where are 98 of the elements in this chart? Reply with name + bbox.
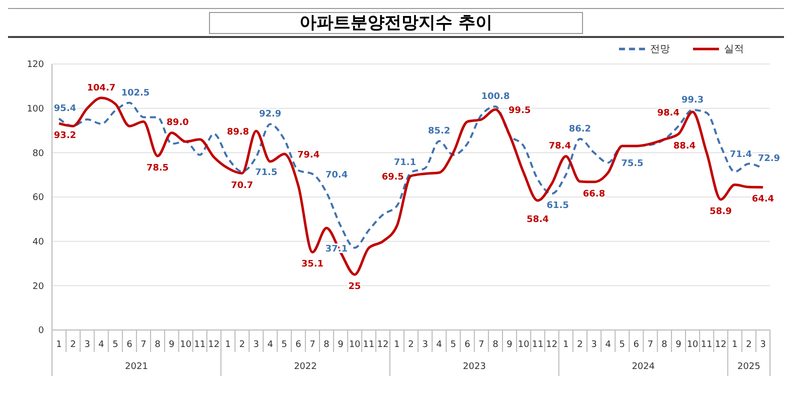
x-tick-label: 6 bbox=[633, 340, 640, 350]
x-tick-label: 4 bbox=[436, 340, 442, 350]
x-tick-label: 8 bbox=[324, 340, 330, 350]
data-label: 95.4 bbox=[54, 104, 76, 114]
x-tick-label: 10 bbox=[686, 340, 699, 350]
data-label: 70.4 bbox=[326, 170, 348, 180]
x-tick-label: 10 bbox=[348, 340, 361, 350]
x-tick-label: 1 bbox=[56, 340, 62, 350]
x-tick-label: 8 bbox=[662, 340, 668, 350]
x-tick-label: 4 bbox=[605, 340, 612, 350]
data-label: 78.5 bbox=[146, 163, 169, 174]
x-tick-label: 6 bbox=[126, 340, 133, 350]
x-tick-label: 12 bbox=[715, 340, 726, 350]
x-tick-label: 3 bbox=[760, 340, 766, 350]
chart-title: 아파트분양전망지수 추이 bbox=[208, 12, 584, 34]
data-label: 35.1 bbox=[301, 260, 324, 270]
y-tick-label: 120 bbox=[26, 60, 44, 70]
data-label: 88.4 bbox=[673, 142, 696, 152]
x-tick-label: 12 bbox=[377, 340, 389, 350]
text: 2022 bbox=[294, 362, 317, 372]
data-label: 89.8 bbox=[226, 127, 250, 138]
x-tick-label: 4 bbox=[267, 340, 274, 350]
data-label: 100.8 bbox=[481, 92, 510, 102]
x-tick-label: 5 bbox=[112, 340, 118, 350]
y-tick-label: 0 bbox=[38, 326, 44, 336]
x-tick-label: 7 bbox=[140, 340, 146, 350]
x-tick-label: 11 bbox=[700, 340, 712, 350]
x-tick-label: 4 bbox=[98, 340, 104, 350]
x-tick-label: 3 bbox=[253, 340, 260, 350]
data-label: 64.4 bbox=[752, 194, 774, 205]
data-label: 86.2 bbox=[568, 124, 592, 134]
y-tick-label: 20 bbox=[32, 282, 44, 292]
x-tick-label: 9 bbox=[168, 340, 175, 350]
x-tick-label: 1 bbox=[394, 340, 400, 350]
x-tick-label: 1 bbox=[562, 340, 569, 350]
x-tick-label: 9 bbox=[338, 340, 344, 350]
data-label: 58.9 bbox=[710, 206, 732, 217]
data-label: 71.1 bbox=[394, 158, 416, 168]
data-label: 93.2 bbox=[54, 130, 76, 141]
x-tick-label: 10 bbox=[518, 340, 530, 350]
data-label: 72.9 bbox=[758, 154, 780, 164]
x-tick-label: 11 bbox=[532, 340, 544, 350]
data-label: 78.4 bbox=[548, 142, 571, 152]
x-tick-label: 7 bbox=[647, 340, 654, 350]
y-tick-label: 40 bbox=[32, 238, 44, 248]
text: 2025 bbox=[737, 362, 760, 372]
x-tick-label: 3 bbox=[422, 340, 428, 350]
x-tick-label: 9 bbox=[506, 340, 513, 350]
data-label: 89.0 bbox=[166, 118, 189, 128]
data-label: 79.4 bbox=[297, 150, 320, 160]
x-tick-label: 5 bbox=[619, 340, 626, 350]
x-tick-label: 11 bbox=[194, 340, 206, 350]
text: 2024 bbox=[632, 362, 656, 372]
data-label: 98.4 bbox=[657, 108, 680, 118]
data-label: 66.8 bbox=[582, 189, 606, 200]
data-label: 25 bbox=[348, 282, 361, 292]
x-tick-label: 2 bbox=[746, 340, 752, 350]
y-tick-label: 80 bbox=[32, 148, 44, 159]
x-tick-label: 10 bbox=[180, 340, 192, 350]
x-tick-label: 1 bbox=[225, 340, 231, 350]
x-tick-label: 6 bbox=[464, 340, 470, 350]
data-label: 61.5 bbox=[546, 201, 569, 212]
x-tick-label: 9 bbox=[676, 340, 682, 350]
data-label: 102.5 bbox=[121, 88, 150, 98]
x-tick-label: 2 bbox=[70, 340, 76, 350]
x-tick-label: 3 bbox=[591, 340, 597, 350]
x-tick-label: 2 bbox=[239, 340, 245, 350]
x-tick-label: 8 bbox=[154, 340, 161, 350]
data-label: 58.4 bbox=[526, 215, 549, 226]
x-tick-label: 2 bbox=[408, 340, 414, 350]
legend-label: 실적 bbox=[724, 43, 744, 56]
data-label: 99.5 bbox=[508, 106, 531, 116]
data-label: 99.3 bbox=[681, 95, 704, 106]
data-label: 104.7 bbox=[87, 83, 116, 94]
data-label: 92.9 bbox=[259, 110, 282, 120]
text: 2023 bbox=[462, 362, 486, 372]
x-tick-label: 7 bbox=[478, 340, 484, 350]
x-tick-label: 2 bbox=[577, 340, 583, 350]
data-label: 75.5 bbox=[621, 159, 644, 170]
x-tick-label: 11 bbox=[363, 340, 374, 350]
data-label: 71.5 bbox=[255, 168, 278, 178]
x-tick-label: 6 bbox=[296, 340, 302, 350]
text: 2021 bbox=[125, 362, 148, 372]
x-tick-label: 12 bbox=[208, 340, 220, 350]
x-tick-label: 7 bbox=[310, 340, 316, 350]
y-tick-label: 100 bbox=[26, 104, 44, 115]
data-label: 85.2 bbox=[428, 126, 450, 137]
x-tick-label: 3 bbox=[84, 340, 90, 350]
y-tick-label: 60 bbox=[32, 193, 44, 204]
data-label: 71.4 bbox=[730, 150, 752, 160]
data-label: 70.7 bbox=[230, 180, 254, 191]
data-label: 69.5 bbox=[382, 172, 404, 182]
x-tick-label: 8 bbox=[492, 340, 499, 350]
x-tick-label: 1 bbox=[732, 340, 738, 350]
x-tick-label: 5 bbox=[450, 340, 456, 350]
x-tick-label: 5 bbox=[281, 340, 288, 350]
legend-label: 전망 bbox=[650, 43, 670, 56]
x-tick-label: 12 bbox=[546, 340, 558, 350]
